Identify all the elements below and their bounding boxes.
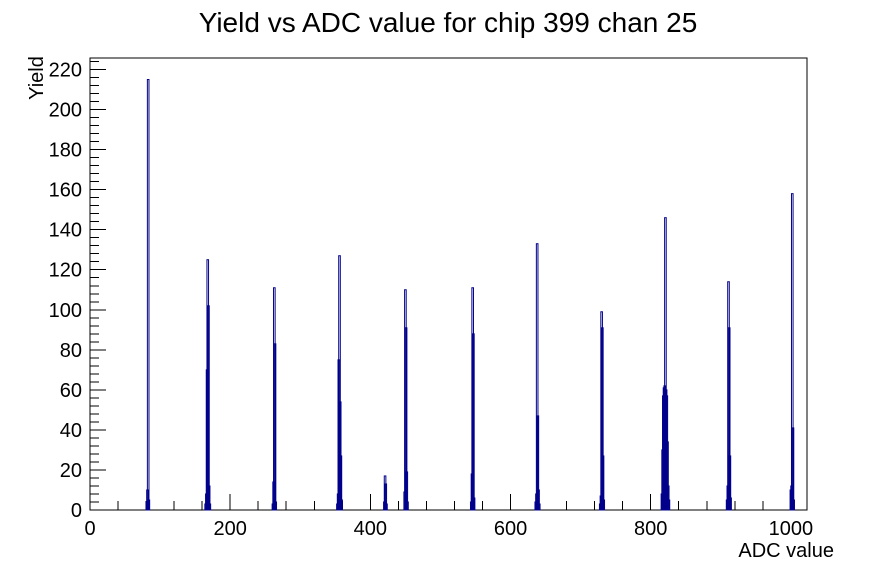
histogram-spike bbox=[385, 503, 388, 511]
y-tick-label: 20 bbox=[60, 460, 82, 482]
histogram-spike bbox=[208, 503, 212, 511]
x-axis-title: ADC value bbox=[738, 540, 834, 562]
plot-frame bbox=[89, 57, 808, 511]
x-tick-label: 0 bbox=[84, 518, 95, 540]
y-tick-label: 140 bbox=[49, 220, 82, 242]
x-tick-label: 1000 bbox=[769, 518, 814, 540]
x-tick-label: 600 bbox=[494, 518, 527, 540]
histogram-spike bbox=[537, 503, 541, 511]
y-tick-label: 80 bbox=[60, 340, 82, 362]
histogram-spike bbox=[472, 497, 476, 511]
histogram-spike bbox=[602, 499, 606, 511]
y-tick-label: 60 bbox=[60, 380, 82, 402]
histogram-spike bbox=[146, 79, 150, 511]
x-tick-label: 800 bbox=[634, 518, 667, 540]
histogram-spike bbox=[340, 499, 343, 511]
histogram-spike bbox=[729, 497, 732, 511]
histogram-spike bbox=[274, 501, 278, 511]
y-tick-label: 40 bbox=[60, 420, 82, 442]
x-tick-label: 200 bbox=[213, 518, 246, 540]
histogram-spike bbox=[792, 499, 795, 511]
y-tick-label: 120 bbox=[49, 260, 82, 282]
y-tick-label: 220 bbox=[49, 60, 82, 82]
y-tick-label: 0 bbox=[71, 500, 82, 522]
histogram-spike bbox=[147, 499, 151, 511]
y-axis-title: Yield bbox=[26, 56, 48, 100]
chart-title: Yield vs ADC value for chip 399 chan 25 bbox=[198, 7, 698, 38]
y-tick-label: 160 bbox=[49, 180, 82, 202]
histogram-spike bbox=[406, 501, 409, 511]
x-tick-label: 400 bbox=[354, 518, 387, 540]
y-tick-label: 100 bbox=[49, 300, 82, 322]
y-tick-label: 200 bbox=[49, 100, 82, 122]
y-tick-label: 180 bbox=[49, 140, 82, 162]
histogram-spike bbox=[667, 499, 671, 511]
